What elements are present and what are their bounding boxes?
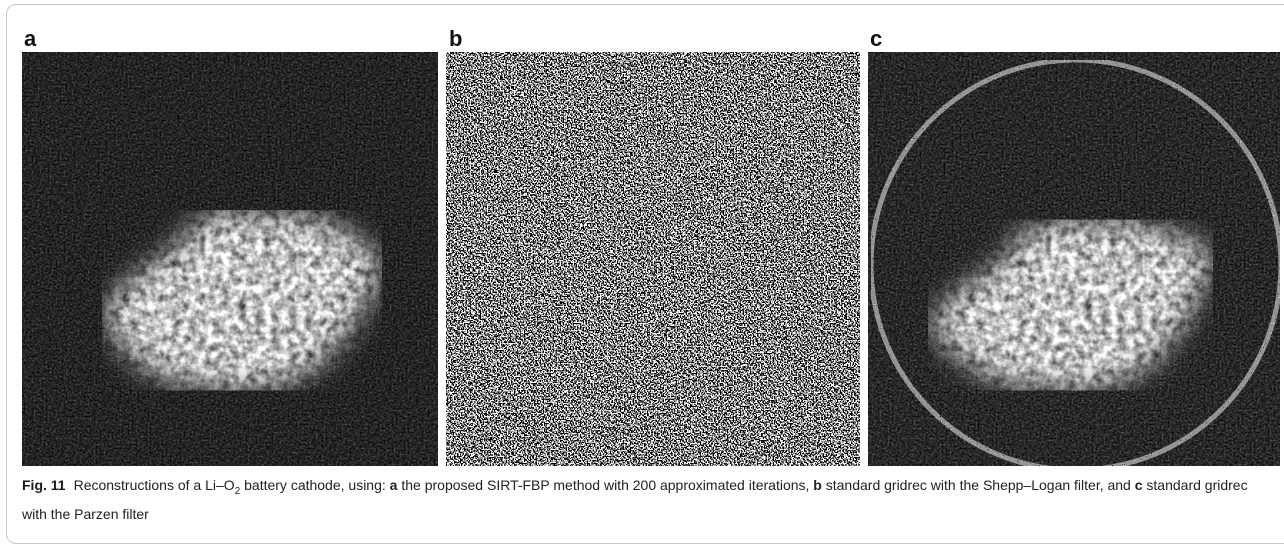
reconstruction-image [868, 52, 1280, 466]
caption-text: Reconstructions of a Li–O [73, 477, 235, 493]
caption-subscript: 2 [234, 485, 241, 497]
caption-text: standard gridrec with the Parzen filter [22, 477, 1248, 522]
caption-panel-ref: c [1134, 477, 1143, 493]
caption-panel-ref: b [813, 477, 822, 493]
caption-panel-ref: a [389, 477, 398, 493]
panel-label: c [870, 26, 883, 51]
panel-label: b [449, 26, 463, 51]
caption-text: standard gridrec with the Shepp–Logan fi… [821, 477, 1135, 493]
figure-caption: Fig. 11 Reconstructions of a Li–O2 batter… [22, 474, 1272, 526]
caption-text: the proposed SIRT-FBP method with 200 ap… [397, 477, 814, 493]
caption-label: Fig. 11 [22, 477, 66, 493]
caption-text: battery cathode, using: [240, 477, 390, 493]
panel-label: a [24, 26, 37, 51]
reconstruction-image [446, 52, 860, 466]
reconstruction-image [22, 52, 438, 466]
page: a b c Fig. 11 R [6, 4, 1284, 544]
